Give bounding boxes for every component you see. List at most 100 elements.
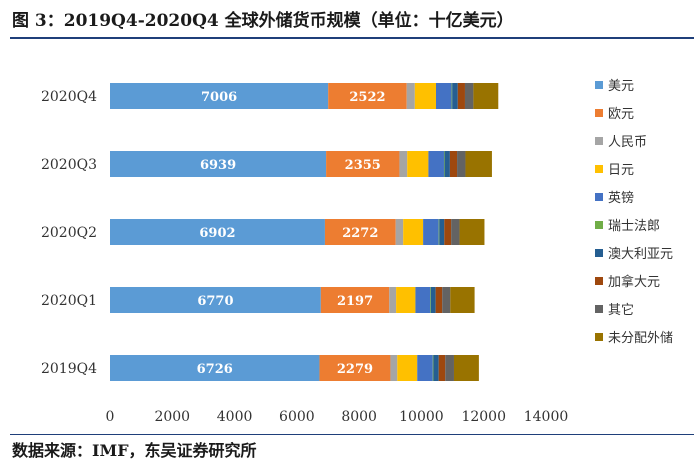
bar-segment (389, 287, 397, 313)
legend-label: 欧元 (608, 107, 634, 122)
category-label: 2020Q1 (41, 293, 97, 309)
legend-label: 人民币 (608, 135, 647, 150)
bar-segment (423, 219, 439, 245)
bar-segment (326, 151, 400, 177)
stacked-bar-chart: 7006 2522 6939 2355 6902 2272 6770 2197 6726 2279… (41, 79, 673, 425)
bar-segment (451, 219, 460, 245)
legend-label: 加拿大元 (608, 274, 660, 290)
legend-swatch (595, 333, 603, 341)
bar-segment (415, 287, 431, 313)
bar-segment (110, 151, 327, 177)
bar-segment (110, 355, 320, 381)
x-tick-label: 2000 (154, 409, 190, 425)
bar-segment (436, 83, 452, 109)
x-axis-ticks: 0 2000 4000 6000 8000 10000 12000 14000 (106, 409, 569, 425)
bar-segment (452, 83, 458, 109)
bar-segment (406, 83, 415, 109)
legend-label: 日元 (608, 163, 634, 178)
bar-segment (438, 219, 440, 245)
bar-segment (457, 83, 465, 109)
x-tick-label: 6000 (279, 409, 315, 425)
bar-segment (319, 355, 391, 381)
category-labels: 2020Q4 2020Q3 2020Q2 2020Q1 2019Q4 (41, 89, 97, 377)
bar-segment (397, 355, 418, 381)
x-tick-label: 4000 (217, 409, 253, 425)
x-tick-label: 12000 (461, 409, 506, 425)
bar-segment (324, 219, 396, 245)
legend-swatch (595, 249, 603, 257)
bars-layer: 7006 2522 6939 2355 6902 2272 6770 2197 6726 2279 (110, 83, 499, 381)
bar-segment (442, 287, 451, 313)
bar-segment (465, 151, 492, 177)
bar-segment (435, 287, 443, 313)
bar-segment (457, 151, 466, 177)
legend-swatch (595, 305, 603, 313)
bar-segment (430, 287, 436, 313)
legend-swatch (595, 193, 603, 201)
data-label: 6939 (200, 158, 236, 173)
bar-segment (439, 219, 445, 245)
bar-segment (110, 219, 325, 245)
bar-segment (390, 355, 398, 381)
x-tick-label: 14000 (524, 409, 569, 425)
legend-label: 英镑 (608, 190, 634, 206)
title-divider (10, 37, 694, 39)
bar-segment (445, 355, 454, 381)
bar-segment (320, 287, 390, 313)
bar-segment (110, 83, 329, 109)
legend-swatch (595, 221, 603, 229)
bar-segment (417, 355, 433, 381)
bar-segment (433, 355, 439, 381)
bar-segment (444, 219, 452, 245)
data-label: 6902 (199, 226, 235, 241)
bar-segment (395, 219, 404, 245)
legend-label: 美元 (608, 79, 634, 94)
legend-swatch (595, 81, 603, 89)
x-tick-label: 8000 (341, 409, 377, 425)
legend-label: 澳大利亚元 (608, 246, 673, 262)
source-divider (10, 434, 694, 435)
bar-segment (450, 287, 475, 313)
data-label: 2355 (345, 158, 381, 173)
bar-segment (396, 287, 416, 313)
bar-segment (444, 151, 450, 177)
bar-segment (414, 83, 437, 109)
data-label: 2272 (342, 226, 378, 241)
category-label: 2020Q2 (41, 225, 97, 241)
legend-swatch (595, 165, 603, 173)
legend-swatch (595, 109, 603, 117)
bar-segment (407, 151, 429, 177)
data-label: 7006 (201, 90, 237, 105)
bar-segment (430, 287, 431, 313)
bar-segment (451, 83, 453, 109)
data-label: 6770 (197, 294, 233, 309)
data-label: 2522 (349, 90, 385, 105)
bar-segment (449, 151, 458, 177)
legend-label: 瑞士法郎 (608, 219, 660, 234)
category-label: 2019Q4 (41, 361, 97, 377)
x-tick-label: 0 (106, 409, 115, 425)
bar-segment (432, 355, 434, 381)
bar-segment (443, 151, 445, 177)
x-tick-label: 10000 (399, 409, 444, 425)
bar-segment (459, 219, 485, 245)
legend-swatch (595, 277, 603, 285)
bar-segment (328, 83, 407, 109)
page-title: 图 3：2019Q4-2020Q4 全球外储货币规模（单位：十亿美元） (12, 11, 514, 31)
legend-label: 其它 (608, 302, 634, 318)
source-note: 数据来源：IMF，东吴证券研究所 (12, 441, 257, 460)
legend-swatch (595, 137, 603, 145)
bar-segment (464, 83, 474, 109)
data-label: 2197 (337, 294, 373, 309)
category-label: 2020Q3 (41, 157, 97, 173)
bar-segment (438, 355, 446, 381)
category-label: 2020Q4 (41, 89, 97, 105)
legend-label: 未分配外储 (608, 331, 673, 346)
bar-segment (403, 219, 424, 245)
data-label: 2279 (337, 362, 373, 377)
bar-segment (428, 151, 444, 177)
bar-segment (473, 83, 499, 109)
data-label: 6726 (197, 362, 233, 377)
bar-segment (453, 355, 479, 381)
